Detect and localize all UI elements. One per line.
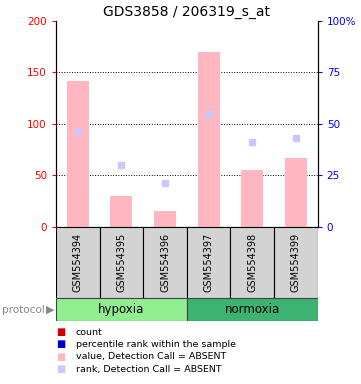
Bar (56, 227, 100, 298)
Text: rank, Detection Call = ABSENT: rank, Detection Call = ABSENT (76, 364, 221, 374)
Point (162, 180, 168, 187)
Bar (198, 52, 219, 227)
Point (206, 111, 212, 117)
Text: normoxia: normoxia (225, 303, 280, 316)
Text: GSM554399: GSM554399 (291, 233, 301, 291)
Text: ■: ■ (56, 364, 65, 374)
Title: GDS3858 / 206319_s_at: GDS3858 / 206319_s_at (103, 5, 270, 19)
Bar (110, 196, 132, 227)
Text: ■: ■ (56, 327, 65, 337)
Text: ■: ■ (56, 352, 65, 362)
Text: count: count (76, 328, 103, 337)
Point (249, 139, 255, 146)
Text: percentile rank within the sample: percentile rank within the sample (76, 340, 236, 349)
Text: ▶: ▶ (46, 305, 55, 315)
Bar (154, 211, 176, 227)
Text: GSM554398: GSM554398 (247, 233, 257, 291)
Bar (242, 170, 263, 227)
Bar (100, 227, 143, 298)
Text: GSM554397: GSM554397 (204, 232, 214, 292)
Point (75, 129, 81, 135)
Text: GSM554395: GSM554395 (116, 232, 126, 292)
Bar (187, 227, 230, 298)
Bar (230, 227, 274, 298)
Point (293, 135, 299, 141)
Bar (143, 227, 187, 298)
Bar (56, 298, 187, 321)
Bar (285, 158, 307, 227)
Text: ■: ■ (56, 339, 65, 349)
Bar (67, 81, 89, 227)
Text: GSM554396: GSM554396 (160, 233, 170, 291)
Text: hypoxia: hypoxia (98, 303, 144, 316)
Text: protocol: protocol (2, 305, 44, 315)
Point (118, 162, 124, 168)
Text: value, Detection Call = ABSENT: value, Detection Call = ABSENT (76, 352, 226, 361)
Text: GSM554394: GSM554394 (73, 233, 83, 291)
Bar (274, 227, 318, 298)
Bar (187, 298, 318, 321)
